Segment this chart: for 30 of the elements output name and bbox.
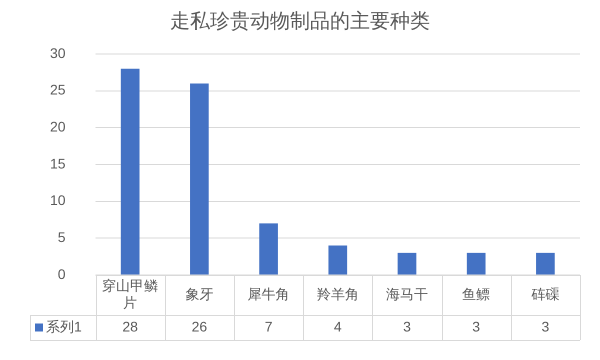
y-tick-label: 30 bbox=[50, 44, 66, 61]
x-tick-label: 砗磲 bbox=[530, 286, 560, 302]
bar bbox=[259, 223, 278, 274]
y-tick-label: 5 bbox=[58, 229, 66, 246]
chart-title: 走私珍贵动物制品的主要种类 bbox=[170, 10, 430, 33]
x-tick-label: 犀牛角 bbox=[248, 286, 290, 302]
y-tick-label: 15 bbox=[50, 155, 66, 172]
x-tick-label: 鱼鳔 bbox=[462, 286, 490, 302]
data-label: 4 bbox=[334, 318, 342, 334]
x-tick-label: 羚羊角 bbox=[316, 286, 359, 302]
bar bbox=[536, 252, 555, 274]
bar bbox=[190, 83, 209, 274]
bar bbox=[120, 68, 140, 274]
y-tick-label: 0 bbox=[58, 266, 66, 282]
x-tick-label: 海马干 bbox=[386, 286, 428, 302]
data-label: 3 bbox=[472, 318, 480, 334]
y-tick-label: 10 bbox=[50, 192, 66, 208]
bar bbox=[398, 252, 416, 274]
data-label: 7 bbox=[264, 318, 273, 334]
data-label: 3 bbox=[542, 318, 550, 334]
y-tick-label: 25 bbox=[50, 82, 66, 98]
legend-label: 系列1 bbox=[46, 318, 82, 334]
data-label: 26 bbox=[192, 318, 208, 334]
data-label: 28 bbox=[122, 318, 138, 334]
x-tick-label: 象牙 bbox=[185, 286, 214, 302]
data-label: 3 bbox=[403, 318, 412, 334]
bar bbox=[328, 246, 348, 274]
bar bbox=[466, 252, 486, 274]
x-tick-label: 穿山甲鳞片 bbox=[102, 277, 158, 310]
y-tick-label: 20 bbox=[50, 118, 66, 135]
